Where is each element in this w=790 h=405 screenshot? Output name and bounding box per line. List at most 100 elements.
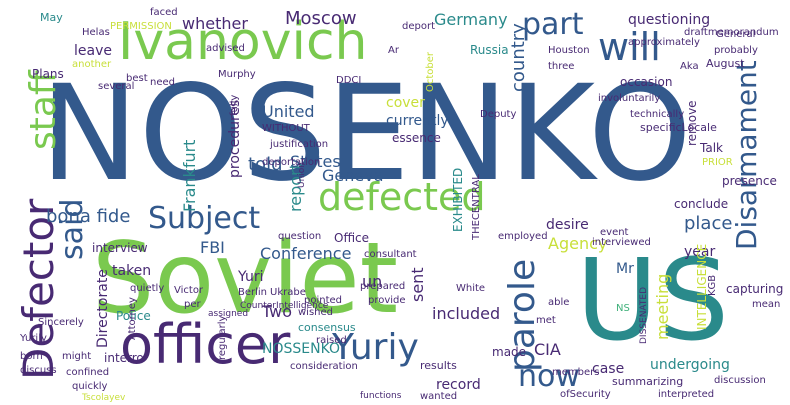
word-employed: employed bbox=[498, 231, 548, 242]
word-cia: CIA bbox=[534, 340, 561, 359]
word-whether: whether bbox=[182, 14, 248, 33]
word-interviewed: interviewed bbox=[592, 237, 651, 248]
word-prior: PRIOR bbox=[702, 157, 733, 168]
word-questioning: questioning bbox=[628, 12, 711, 28]
word-may: May bbox=[40, 11, 63, 24]
word-of-security: ofSecurity bbox=[560, 389, 611, 400]
word-tscolayev: Tscolayev bbox=[82, 393, 126, 403]
word-born: born bbox=[20, 351, 43, 362]
word-ivanovich: Ivanovich bbox=[118, 12, 368, 72]
word-another: another bbox=[72, 59, 112, 70]
word-aka: Aka bbox=[680, 61, 699, 72]
word-draftmemorandum: draftmemorandum bbox=[684, 27, 779, 38]
word-several: several bbox=[98, 81, 135, 92]
word-year: year bbox=[684, 244, 716, 260]
word-united: United bbox=[262, 102, 315, 121]
word-occasion: occasion bbox=[620, 75, 673, 89]
word-frankfurt: Frankfurt bbox=[180, 139, 199, 212]
word-need: need bbox=[150, 77, 175, 88]
word-included: included bbox=[432, 304, 501, 323]
word-exhibited: EXHIBITED bbox=[451, 167, 465, 232]
word-ddci: DDCI bbox=[336, 75, 362, 86]
word-bona-fide: bona fide bbox=[46, 206, 131, 227]
word-houston: Houston bbox=[548, 45, 590, 56]
word-cover: cover bbox=[386, 95, 425, 111]
word-wanted: wanted bbox=[420, 391, 458, 402]
word-presence: presence bbox=[722, 174, 777, 188]
word-now: now bbox=[518, 359, 580, 394]
word-officer: officer bbox=[120, 313, 291, 376]
word-consensus: consensus bbox=[298, 321, 356, 334]
word-ns: NS bbox=[616, 303, 630, 314]
word-wished: wished bbox=[298, 307, 334, 318]
word-results: results bbox=[420, 359, 457, 372]
word-white: White bbox=[456, 283, 486, 294]
word-union: Union bbox=[297, 161, 307, 188]
word-deport: deport bbox=[402, 21, 435, 32]
word-attorney: Attorney bbox=[127, 297, 138, 340]
word-russia: Russia bbox=[470, 43, 509, 57]
word-desire: desire bbox=[546, 217, 589, 233]
word-police: Police bbox=[116, 309, 151, 323]
word-dissenated: DISSENATED bbox=[639, 286, 649, 344]
word-thecentral: THECENTRAL bbox=[471, 174, 482, 240]
word-advised: advised bbox=[206, 43, 245, 54]
word-office: Office bbox=[334, 231, 370, 245]
word-consultant: consultant bbox=[364, 249, 417, 260]
word-approximately: approximately bbox=[628, 37, 700, 48]
word-mean: mean bbox=[752, 299, 781, 310]
word-germany: Germany bbox=[434, 10, 508, 29]
word-involuntarily: involuntarily bbox=[598, 93, 661, 104]
word-yurily: Yurily bbox=[20, 333, 47, 344]
word-nossenko: NOSSENKO bbox=[262, 341, 341, 357]
word-consideration: consideration bbox=[290, 361, 358, 372]
word-event: event bbox=[600, 227, 629, 238]
word-interview: interview bbox=[92, 241, 148, 255]
word-country: country bbox=[508, 23, 529, 92]
word-agency: Agency bbox=[548, 234, 608, 253]
word-capturing: capturing bbox=[726, 282, 784, 296]
word-discussion: discussion bbox=[714, 375, 766, 386]
word-interro: interro bbox=[104, 351, 144, 365]
word-sent: sent bbox=[408, 267, 427, 302]
word-prepared: prepared bbox=[360, 281, 406, 292]
word-plans: Plans bbox=[32, 67, 64, 81]
word-kgb: KGB bbox=[707, 274, 718, 296]
word-functions: functions bbox=[360, 391, 402, 401]
word-per: per bbox=[184, 299, 201, 310]
word-able: able bbox=[548, 297, 570, 308]
word-made: made bbox=[492, 345, 527, 359]
word-conference: Conference bbox=[260, 244, 352, 263]
word-talk: Talk bbox=[700, 141, 723, 155]
word-two: Two bbox=[262, 302, 292, 321]
word-regularly: regularly bbox=[217, 315, 228, 360]
word-conclude: conclude bbox=[674, 197, 729, 211]
word-helas: Helas bbox=[82, 27, 110, 38]
word-specific-locale: specificLocale bbox=[640, 121, 717, 134]
word-leave: leave bbox=[74, 43, 112, 59]
word-told: told bbox=[248, 154, 283, 175]
word-berlin: Berlin bbox=[238, 287, 268, 298]
word-undergoing: undergoing bbox=[650, 357, 730, 373]
word-faced: faced bbox=[150, 7, 178, 18]
word-sincerely: Sincerely bbox=[38, 317, 84, 328]
word-confined: confined bbox=[66, 367, 110, 378]
word-moscow: Moscow bbox=[285, 8, 357, 29]
word-us: US bbox=[576, 236, 730, 366]
word-justification: justification bbox=[270, 139, 329, 150]
word-summarizing: summarizing bbox=[612, 375, 684, 388]
word-soviet: Soviet bbox=[92, 222, 399, 336]
word-meeting: meeting bbox=[653, 273, 672, 340]
word-directorate: Directorate bbox=[95, 269, 111, 348]
word-counterintelligence: CounterIntelligence bbox=[240, 301, 329, 311]
word-question: question bbox=[278, 231, 322, 242]
word-technically: technically bbox=[630, 109, 685, 120]
word-mr: Mr bbox=[616, 261, 634, 277]
word-members: members bbox=[552, 367, 600, 378]
word-might: might bbox=[62, 351, 92, 362]
word-subject: Subject bbox=[148, 201, 261, 236]
word-record: record bbox=[436, 377, 481, 393]
word-pointed: pointed bbox=[304, 295, 343, 306]
word-interpreted: interpreted bbox=[658, 389, 715, 400]
word-geneva: Geneva bbox=[322, 166, 384, 185]
